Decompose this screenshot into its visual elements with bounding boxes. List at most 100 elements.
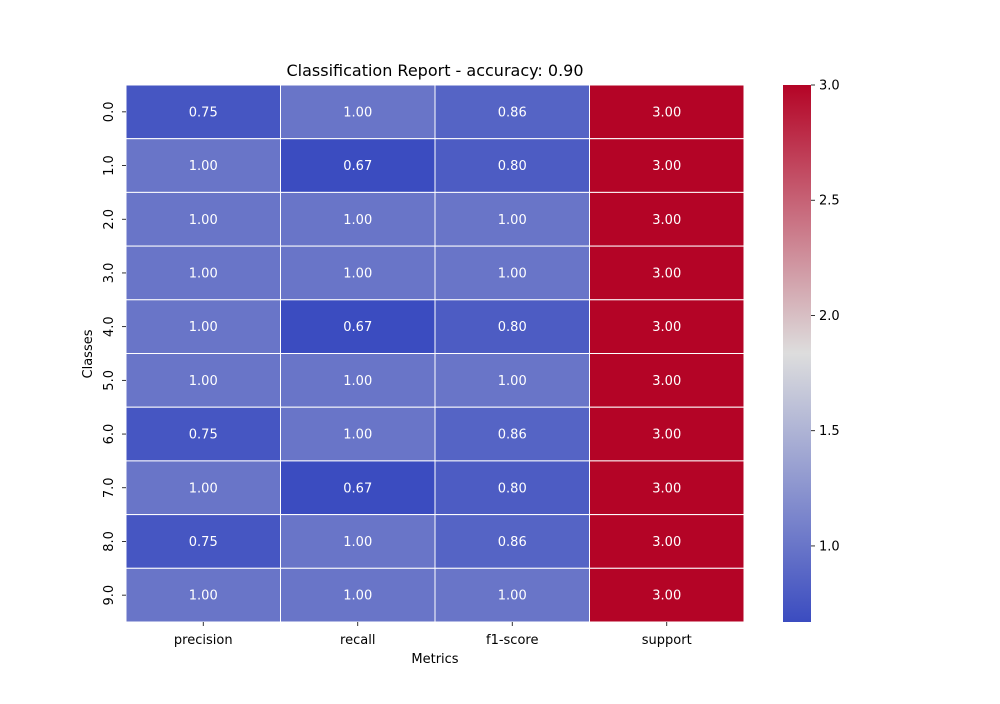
heatmap-cell xyxy=(434,353,590,408)
heatmap-cell xyxy=(125,138,281,193)
cell-value-label: 1.00 xyxy=(343,105,372,120)
cell-value-label: 1.00 xyxy=(498,374,527,389)
y-tick-label: 3.0 xyxy=(102,263,117,284)
cell-value-label: 0.86 xyxy=(498,428,527,443)
heatmap-cell xyxy=(589,138,745,193)
cell-value-label: 3.00 xyxy=(652,428,681,443)
heatmap-cell xyxy=(280,299,436,354)
y-tick-label: 0.0 xyxy=(102,102,117,123)
chart-title: Classification Report - accuracy: 0.90 xyxy=(286,61,583,80)
y-tick-label: 9.0 xyxy=(102,585,117,606)
cell-value-label: 3.00 xyxy=(652,535,681,550)
cell-value-label: 0.80 xyxy=(498,481,527,496)
heatmap-cell xyxy=(125,567,281,623)
heatmap-cell xyxy=(280,191,436,247)
cell-value-label: 0.86 xyxy=(498,105,527,120)
heatmap-cell xyxy=(280,353,436,408)
heatmap-cell xyxy=(589,567,745,623)
cell-value-label: 0.67 xyxy=(343,481,372,496)
cell-value-label: 3.00 xyxy=(652,320,681,335)
cell-value-label: 1.00 xyxy=(189,213,218,228)
heatmap-cell xyxy=(434,406,590,462)
colorbar-tick-label: 1.5 xyxy=(819,424,840,439)
y-tick-label: 7.0 xyxy=(102,477,117,498)
cell-value-label: 1.00 xyxy=(189,159,218,174)
y-tick-label: 6.0 xyxy=(102,424,117,445)
heatmap-cell xyxy=(589,299,745,354)
y-tick-label: 5.0 xyxy=(102,370,117,391)
cell-value-label: 0.75 xyxy=(189,105,218,120)
cell-value-label: 3.00 xyxy=(652,266,681,281)
heatmap-cell xyxy=(589,84,745,140)
heatmap-cell xyxy=(434,514,590,569)
colorbar-tick-label: 1.0 xyxy=(819,539,840,554)
heatmap-cell xyxy=(280,245,436,301)
x-tick-label: recall xyxy=(340,633,375,648)
cell-value-label: 1.00 xyxy=(189,374,218,389)
cell-value-label: 0.75 xyxy=(189,535,218,550)
cell-value-label: 3.00 xyxy=(652,213,681,228)
x-axis-label: Metrics xyxy=(411,652,458,667)
cell-value-label: 0.67 xyxy=(343,320,372,335)
heatmap-cell xyxy=(125,299,281,354)
x-tick-label: f1-score xyxy=(486,633,538,648)
cell-value-label: 1.00 xyxy=(343,589,372,604)
heatmap-cell xyxy=(125,406,281,462)
cell-value-label: 3.00 xyxy=(652,481,681,496)
y-axis-ticks: 0.0 1.0 2.0 3.0 4.0 5.0 6.0 7.0 8.0 9.0 xyxy=(102,102,126,606)
colorbar-tick-label: 3.0 xyxy=(819,79,840,94)
heatmap-cell xyxy=(434,84,590,140)
cell-value-label: 1.00 xyxy=(343,535,372,550)
cell-value-label: 3.00 xyxy=(652,374,681,389)
x-axis-ticks: precision recall f1-score support xyxy=(174,622,692,648)
cell-value-label: 3.00 xyxy=(652,589,681,604)
cell-value-label: 1.00 xyxy=(498,213,527,228)
y-axis-label: Classes xyxy=(81,329,96,378)
cell-value-label: 0.80 xyxy=(498,159,527,174)
heatmap-cell xyxy=(589,191,745,247)
y-tick-label: 2.0 xyxy=(102,209,117,230)
cell-value-label: 1.00 xyxy=(343,213,372,228)
heatmap-cell xyxy=(589,245,745,301)
heatmap-cell xyxy=(434,567,590,623)
heatmap-cell xyxy=(125,245,281,301)
heatmap-cell xyxy=(434,299,590,354)
cell-annotations: 0.75 1.00 0.86 3.00 1.00 0.67 0.80 3.00 1.00 1.00… xyxy=(189,105,681,603)
cell-value-label: 1.00 xyxy=(189,320,218,335)
cell-value-label: 1.00 xyxy=(189,266,218,281)
x-tick-label: support xyxy=(642,633,692,648)
cell-value-label: 0.75 xyxy=(189,428,218,443)
heatmap-cell xyxy=(125,84,281,140)
y-tick-label: 4.0 xyxy=(102,316,117,337)
heatmap-cells xyxy=(125,84,745,623)
heatmap-cell xyxy=(280,84,436,140)
cell-value-label: 3.00 xyxy=(652,159,681,174)
cell-value-label: 1.00 xyxy=(343,374,372,389)
cell-value-label: 1.00 xyxy=(498,266,527,281)
cell-value-label: 0.86 xyxy=(498,535,527,550)
heatmap-cell xyxy=(434,460,590,516)
heatmap-cell xyxy=(125,353,281,408)
y-tick-label: 8.0 xyxy=(102,531,117,552)
cell-value-label: 0.67 xyxy=(343,159,372,174)
cell-value-label: 1.00 xyxy=(189,481,218,496)
cell-value-label: 1.00 xyxy=(343,428,372,443)
heatmap-cell xyxy=(125,460,281,516)
colorbar-tick-label: 2.5 xyxy=(819,194,840,209)
cell-value-label: 3.00 xyxy=(652,105,681,120)
heatmap-cell xyxy=(589,514,745,569)
heatmap-cell xyxy=(589,353,745,408)
cell-value-label: 1.00 xyxy=(498,589,527,604)
cell-value-label: 0.80 xyxy=(498,320,527,335)
cell-value-label: 1.00 xyxy=(343,266,372,281)
heatmap-cell xyxy=(280,138,436,193)
y-tick-label: 1.0 xyxy=(102,155,117,176)
colorbar xyxy=(783,85,811,622)
cell-value-label: 1.00 xyxy=(189,589,218,604)
heatmap-cell xyxy=(280,567,436,623)
colorbar-ticks: 1.0 1.5 2.0 2.5 3.0 xyxy=(811,79,840,554)
colorbar-tick-label: 2.0 xyxy=(819,309,840,324)
heatmap-cell xyxy=(589,406,745,462)
